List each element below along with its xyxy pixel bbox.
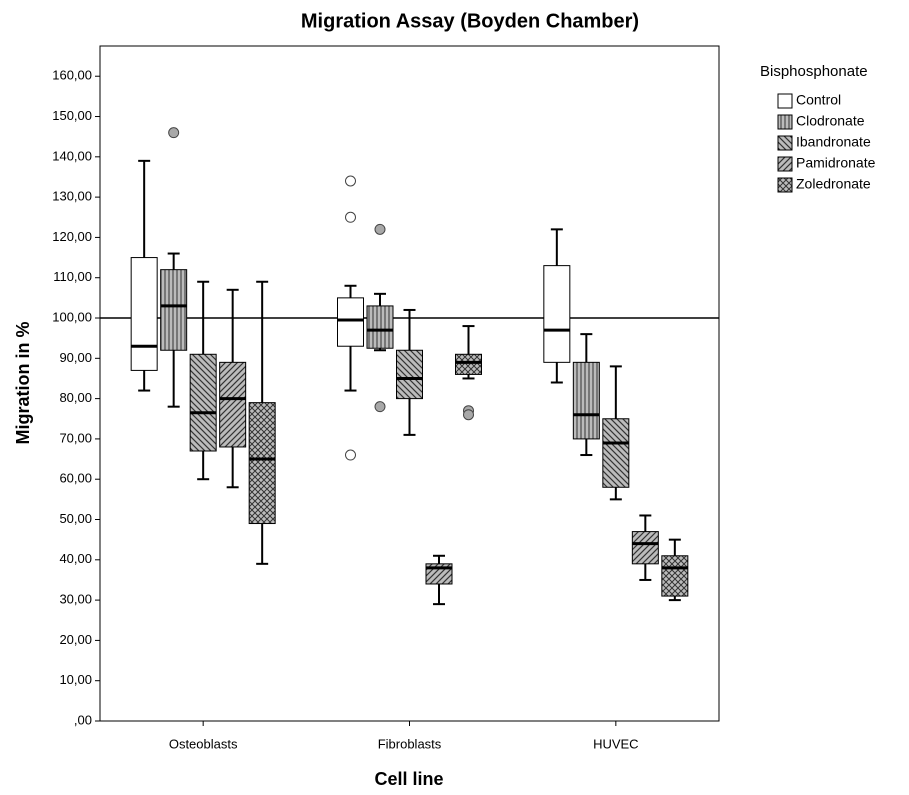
- box: [602, 418, 630, 488]
- box: [219, 361, 247, 448]
- x-axis-label: Cell line: [374, 769, 443, 789]
- y-tick-label: ,00: [74, 712, 92, 727]
- y-axis-label: Migration in %: [13, 322, 33, 445]
- y-tick-label: 20,00: [59, 632, 92, 647]
- box: [396, 349, 423, 400]
- box: [160, 269, 188, 351]
- box: [248, 402, 276, 525]
- x-tick-label: HUVEC: [593, 736, 639, 751]
- legend-swatch: [777, 177, 793, 193]
- legend-label: Pamidronate: [796, 155, 876, 171]
- box: [130, 257, 158, 371]
- box: [337, 297, 364, 347]
- outlier: [168, 127, 180, 139]
- y-tick-label: 120,00: [52, 229, 92, 244]
- box: [455, 353, 482, 375]
- y-tick-label: 70,00: [59, 430, 92, 445]
- y-tick-label: 100,00: [52, 309, 92, 324]
- outlier: [345, 211, 356, 223]
- chart-title: Migration Assay (Boyden Chamber): [301, 10, 639, 32]
- y-tick-label: 60,00: [59, 471, 92, 486]
- box: [572, 361, 600, 440]
- y-tick-label: 150,00: [52, 108, 92, 123]
- legend-swatch: [777, 93, 793, 109]
- y-tick-label: 80,00: [59, 390, 92, 405]
- outlier: [345, 175, 356, 187]
- y-tick-label: 30,00: [59, 592, 92, 607]
- outlier: [345, 449, 356, 461]
- y-tick-label: 10,00: [59, 672, 92, 687]
- outlier: [374, 223, 386, 235]
- y-tick-label: 140,00: [52, 148, 92, 163]
- outlier: [463, 409, 474, 421]
- legend-swatch: [777, 135, 793, 151]
- box: [366, 305, 394, 349]
- legend-label: Clodronate: [796, 113, 865, 129]
- legend-label: Zoledronate: [796, 176, 871, 192]
- box: [661, 555, 689, 597]
- y-tick-label: 40,00: [59, 551, 92, 566]
- legend-title: Bisphosphonate: [760, 63, 868, 80]
- legend-label: Control: [796, 92, 841, 108]
- outlier: [374, 401, 386, 413]
- y-tick-label: 160,00: [52, 68, 92, 83]
- box: [189, 353, 217, 452]
- x-tick-label: Fibroblasts: [378, 736, 442, 751]
- box: [631, 531, 659, 565]
- x-tick-label: Osteoblasts: [169, 736, 238, 751]
- legend-swatch: [777, 114, 793, 130]
- legend-label: Ibandronate: [796, 134, 871, 150]
- y-tick-label: 50,00: [59, 511, 92, 526]
- y-tick-label: 110,00: [53, 269, 92, 284]
- legend-swatch: [777, 156, 793, 172]
- y-tick-label: 90,00: [59, 350, 92, 365]
- box: [543, 265, 571, 363]
- y-tick-label: 130,00: [52, 189, 92, 204]
